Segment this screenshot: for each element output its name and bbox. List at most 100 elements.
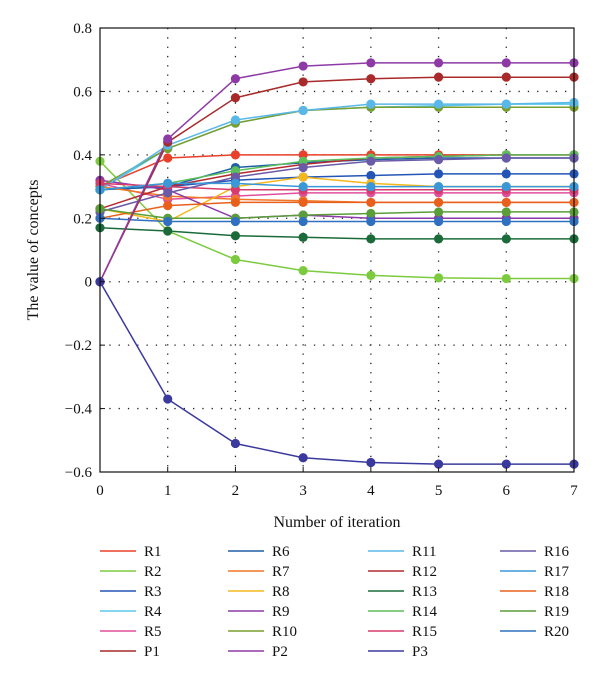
data-point-r20 xyxy=(501,216,511,227)
data-point-p1 xyxy=(366,74,376,84)
series-line-r2 xyxy=(99,160,574,280)
x-tick-label: 6 xyxy=(503,483,511,499)
series-line-r3 xyxy=(99,173,574,191)
series-line-r14 xyxy=(99,154,574,191)
data-point-r16 xyxy=(501,153,511,163)
data-point-p1 xyxy=(433,72,444,82)
data-point-r3 xyxy=(433,169,444,179)
data-point-p2 xyxy=(298,61,308,71)
data-point-r8 xyxy=(298,172,308,182)
data-point-r11 xyxy=(501,99,511,109)
series-line-p2 xyxy=(99,62,574,283)
y-tick-label: 0 xyxy=(85,275,93,291)
data-point-r11 xyxy=(433,99,444,109)
series-line-r15 xyxy=(99,182,574,191)
data-point-r17 xyxy=(433,181,444,192)
data-point-r17 xyxy=(298,181,308,192)
legend-label-r19: R19 xyxy=(544,604,569,620)
legend-label-r11: R11 xyxy=(412,544,436,560)
data-point-r16 xyxy=(163,188,173,198)
data-point-r11 xyxy=(366,99,376,109)
data-point-r20 xyxy=(298,216,308,227)
series-line-r18 xyxy=(99,201,574,220)
data-point-r18 xyxy=(433,197,444,208)
legend: R1 R2 R3 R4 R5 R6 R7 R8 R9 R10 R11 R12 R13 R14 R15 R16 R… xyxy=(100,544,570,660)
data-point-r13 xyxy=(366,234,376,244)
legend-label-r6: R6 xyxy=(272,544,290,560)
legend-label-r7: R7 xyxy=(272,564,290,580)
series-line-r16 xyxy=(99,157,574,213)
legend-label-r4: R4 xyxy=(144,604,162,620)
data-point-p3 xyxy=(366,457,376,468)
series-line-r11 xyxy=(99,101,575,191)
data-point-p2 xyxy=(366,58,376,68)
data-point-r18 xyxy=(163,201,173,211)
legend-label-r16: R16 xyxy=(544,544,570,560)
data-point-p1 xyxy=(501,72,511,82)
series-line-r5 xyxy=(99,182,574,201)
data-point-r13 xyxy=(163,226,173,236)
data-point-r1 xyxy=(298,150,308,160)
series-line-r10 xyxy=(99,106,574,188)
legend-label-r12: R12 xyxy=(412,564,437,580)
data-point-r19 xyxy=(501,207,511,217)
legend-label-r3: R3 xyxy=(144,584,162,600)
data-point-r18 xyxy=(298,197,308,208)
y-tick-label: −0.6 xyxy=(65,465,93,481)
y-axis-label: The value of concepts xyxy=(25,180,42,321)
data-point-r15 xyxy=(230,185,241,195)
data-point-r2 xyxy=(366,270,376,280)
data-point-r13 xyxy=(298,232,308,242)
series-line-r13 xyxy=(99,227,574,240)
data-point-p1 xyxy=(230,93,241,103)
axis-ticks: −0.6 −0.4 −0.2 0 0.2 0.4 0.6 0.8 0 1 2 3 4 5 6 7 xyxy=(65,21,578,499)
x-tick-label: 3 xyxy=(299,483,307,499)
x-tick-label: 2 xyxy=(232,483,240,499)
legend-label-p2: P2 xyxy=(272,644,288,660)
data-point-r18 xyxy=(230,197,241,208)
data-point-r2 xyxy=(433,273,444,283)
y-tick-label: −0.4 xyxy=(65,402,93,418)
data-point-r14 xyxy=(230,166,241,176)
x-tick-label: 7 xyxy=(570,483,578,499)
x-tick-label: 5 xyxy=(435,483,443,499)
data-point-r18 xyxy=(366,197,376,208)
data-point-r13 xyxy=(433,234,444,244)
legend-label-r8: R8 xyxy=(272,584,290,600)
data-point-r13 xyxy=(230,231,241,241)
legend-label-r18: R18 xyxy=(544,584,569,600)
y-tick-label: 0.8 xyxy=(73,21,92,37)
data-point-p2 xyxy=(433,58,444,68)
plot-frame xyxy=(99,27,575,473)
data-point-r3 xyxy=(366,170,376,181)
data-point-r2 xyxy=(230,254,241,265)
y-tick-label: 0.4 xyxy=(73,148,92,164)
data-point-r16 xyxy=(298,162,308,173)
data-point-r1 xyxy=(163,153,173,163)
data-point-p3 xyxy=(433,459,444,469)
data-point-r3 xyxy=(501,169,511,179)
series-line-r17 xyxy=(99,182,574,191)
data-point-r20 xyxy=(366,216,376,227)
data-point-r19 xyxy=(298,210,308,220)
legend-label-r13: R13 xyxy=(412,584,437,600)
legend-label-r1: R1 xyxy=(144,544,162,560)
series-line-r9 xyxy=(99,179,574,220)
data-point-r19 xyxy=(366,208,376,219)
data-point-r18 xyxy=(501,197,511,208)
data-point-r11 xyxy=(230,115,241,125)
x-tick-label: 1 xyxy=(164,483,172,499)
data-point-r16 xyxy=(366,156,376,166)
legend-label-r15: R15 xyxy=(412,624,437,640)
data-point-r17 xyxy=(230,178,241,188)
legend-label-r2: R2 xyxy=(144,564,162,580)
series-line-r20 xyxy=(99,217,574,223)
data-point-r17 xyxy=(366,181,376,192)
data-point-r14 xyxy=(298,156,308,166)
legend-label-r17: R17 xyxy=(544,564,570,580)
data-point-r2 xyxy=(501,273,511,284)
data-point-p3 xyxy=(230,438,241,449)
legend-label-r14: R14 xyxy=(412,604,438,620)
data-point-p2 xyxy=(230,74,241,84)
y-tick-label: −0.2 xyxy=(65,338,92,354)
